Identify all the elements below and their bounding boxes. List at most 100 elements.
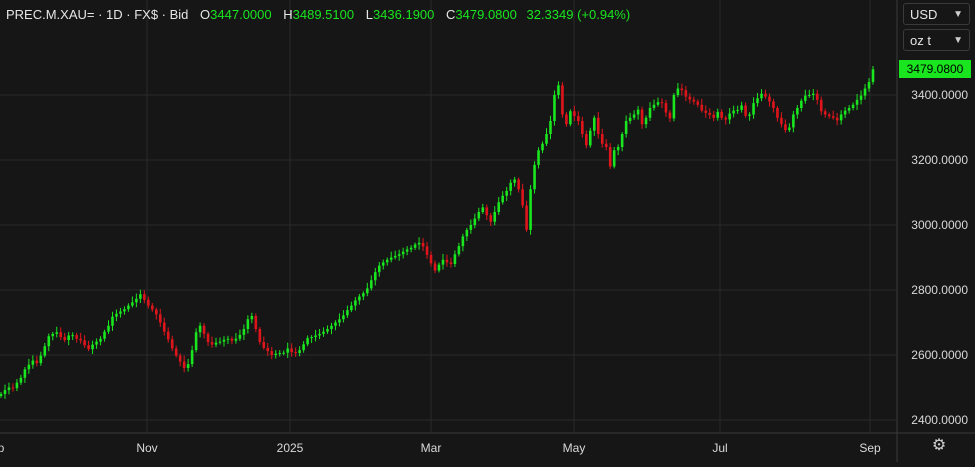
candle-body	[867, 82, 871, 89]
candle-body	[764, 93, 767, 97]
candle-body	[632, 114, 636, 118]
candle-body	[202, 325, 206, 334]
candle-body	[660, 102, 664, 104]
candles	[0, 66, 875, 399]
candle-body	[334, 322, 337, 326]
candle-body	[768, 96, 771, 102]
candle-body	[668, 112, 672, 119]
candle-body	[672, 95, 676, 119]
candle-body	[600, 134, 604, 144]
unit-value: oz t	[910, 33, 931, 48]
candle-body	[457, 246, 461, 255]
candle-body	[389, 257, 393, 260]
y-tick-label: 2400.0000	[911, 413, 968, 427]
candle-body	[250, 316, 254, 320]
unit-select[interactable]: oz t ▼	[903, 29, 970, 51]
candle-body	[497, 202, 501, 212]
candle-body	[143, 294, 146, 300]
candle-body	[792, 114, 795, 128]
candle-body	[807, 95, 811, 96]
candle-body	[393, 255, 397, 258]
candle-body	[59, 332, 63, 338]
candle-body	[827, 114, 831, 117]
candle-body	[541, 143, 544, 151]
candle-body	[222, 339, 226, 342]
change-value: 32.3349 (+0.94%)	[526, 7, 631, 22]
candle-body	[226, 338, 230, 340]
currency-select[interactable]: USD ▼	[903, 3, 970, 25]
candle-body	[652, 104, 656, 108]
candle-body	[230, 338, 234, 341]
candle-body	[780, 117, 783, 125]
x-tick-label: 2025	[277, 441, 304, 455]
candle-body	[242, 329, 246, 335]
candle-body	[43, 346, 47, 356]
candle-body	[851, 104, 855, 108]
candle-body	[640, 109, 644, 125]
candle-body	[206, 333, 210, 342]
candle-body	[553, 95, 556, 121]
candle-body	[549, 121, 552, 134]
candle-body	[489, 215, 493, 222]
candle-body	[748, 114, 751, 116]
candle-body	[286, 348, 289, 353]
candle-body	[71, 335, 74, 337]
candle-body	[409, 247, 413, 250]
y-tick-label: 3200.0000	[911, 153, 968, 167]
candle-body	[596, 117, 600, 134]
candle-body	[720, 111, 723, 118]
candle-body	[469, 225, 473, 230]
gear-icon[interactable]: ⚙	[931, 437, 947, 454]
candle-body	[91, 344, 94, 350]
low-label: L	[365, 7, 373, 22]
candle-body	[843, 110, 847, 115]
candle-body	[51, 333, 55, 337]
candle-body	[75, 335, 78, 339]
close-value: 3479.0800	[455, 7, 517, 22]
y-tick-label: 3400.0000	[911, 88, 968, 102]
quote-header: PREC.M.XAU= · 1D · FX$ · Bid O3447.0000 …	[6, 6, 630, 24]
candle-body	[521, 189, 524, 206]
candle-body	[7, 387, 11, 391]
candle-body	[477, 212, 481, 219]
candle-body	[525, 205, 528, 230]
candle-body	[19, 377, 23, 383]
candle-body	[119, 311, 122, 314]
candle-body	[107, 325, 110, 332]
candle-body	[839, 114, 843, 121]
candle-body	[67, 335, 70, 341]
candle-body	[585, 134, 588, 146]
candle-body	[604, 143, 608, 147]
candle-body	[83, 340, 86, 346]
candle-body	[55, 332, 59, 334]
candle-body	[871, 69, 875, 82]
candle-body	[274, 353, 278, 355]
candle-body	[111, 316, 114, 326]
candle-body	[696, 101, 700, 105]
candle-body	[616, 147, 620, 151]
candle-body	[238, 334, 242, 339]
candle-body	[421, 242, 425, 247]
candle-body	[644, 117, 648, 125]
candle-body	[385, 259, 389, 263]
candle-body	[210, 342, 214, 345]
candle-body	[704, 110, 708, 113]
candle-body	[413, 244, 417, 248]
x-tick-label: Nov	[136, 441, 157, 455]
candle-body	[186, 364, 190, 368]
candle-body	[800, 100, 803, 108]
candle-body	[433, 263, 437, 271]
candle-body	[417, 242, 421, 245]
chevron-down-icon: ▼	[953, 35, 963, 46]
x-tick-label: Mar	[421, 441, 442, 455]
candle-body	[716, 111, 720, 118]
candle-body	[628, 117, 632, 121]
candle-body	[481, 207, 485, 212]
instrument-label: PREC.M.XAU= · 1D · FX$ · Bid	[6, 7, 189, 22]
candle-body	[218, 341, 222, 343]
candle-body	[505, 190, 508, 196]
candle-body	[429, 254, 433, 264]
